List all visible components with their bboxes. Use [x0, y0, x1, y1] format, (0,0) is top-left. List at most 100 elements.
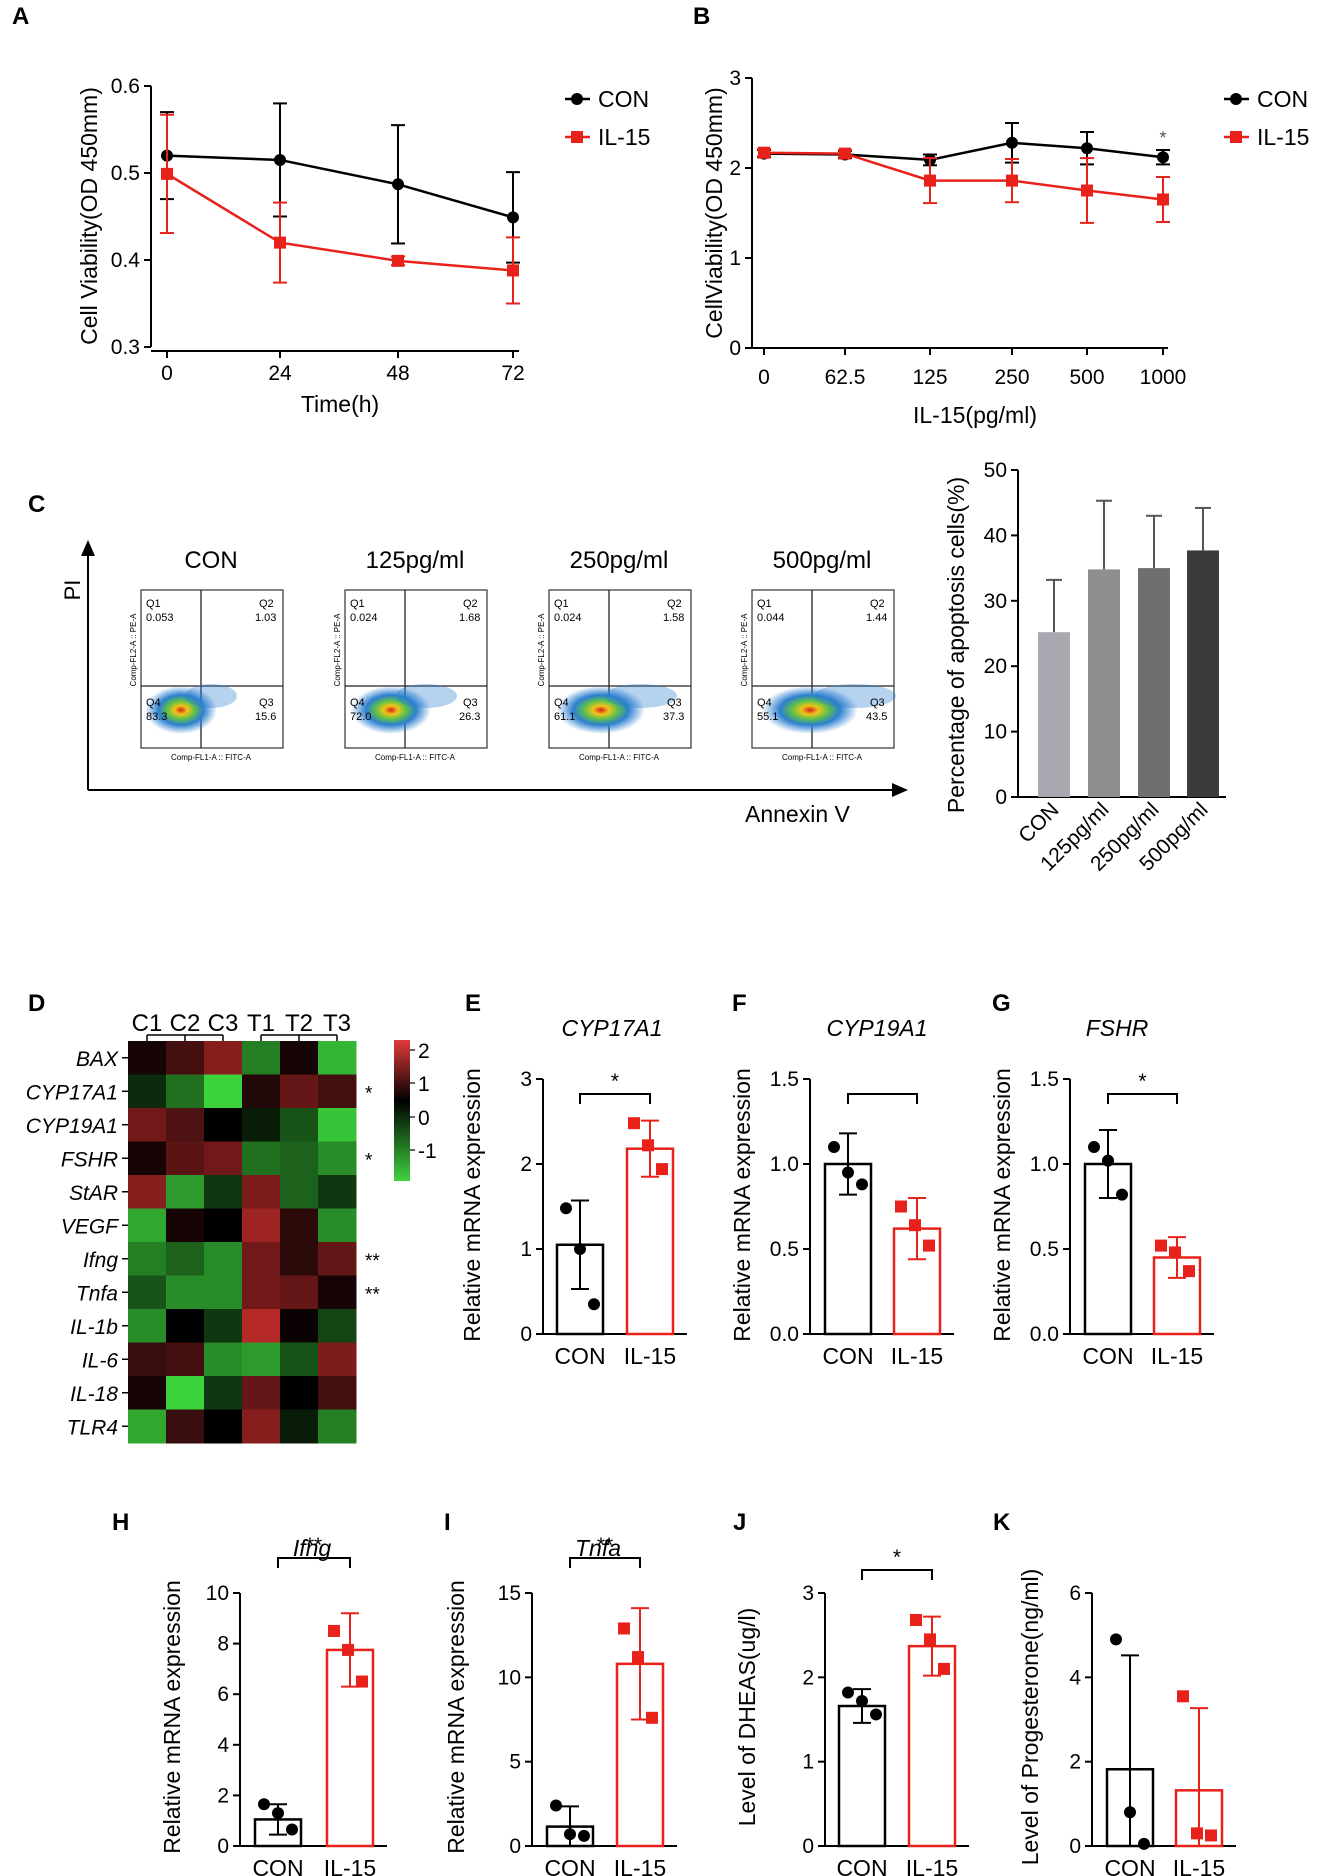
heatmap-cell — [204, 1074, 243, 1109]
chart-a-y-tick-label: 0.5 — [111, 162, 140, 185]
chart-f-y-tick-label: 0.0 — [770, 1323, 799, 1346]
chart-h-ifng-bars: Ifng Relative mRNA expression 0 2 4 6 8 10 CON IL… — [159, 1534, 387, 1876]
chart-g-point-con — [1102, 1154, 1114, 1167]
chart-j-point-con — [856, 1694, 868, 1707]
chart-h-y-tick-label: 0 — [217, 1835, 229, 1858]
chart-f-point-il15 — [923, 1239, 935, 1252]
panel-label-b: B — [693, 3, 710, 30]
chart-h-ylabel: Relative mRNA expression — [159, 1580, 185, 1854]
heatmap-cell — [204, 1275, 243, 1310]
heatmap-colorbar-label: 0 — [418, 1107, 430, 1130]
flow-y-axis-label: PI — [60, 580, 85, 601]
heatmap-row-label: BAX — [76, 1048, 119, 1071]
heatmap-cell — [318, 1309, 357, 1343]
heatmap-cell — [204, 1409, 243, 1444]
chart-c-ylabel: Percentage of apoptosis cells(%) — [943, 477, 969, 813]
chart-j-ylabel: Level of DHEAS(ug/l) — [734, 1608, 760, 1827]
chart-h-point-il15 — [328, 1624, 340, 1637]
chart-i-significance-label: ** — [597, 1534, 613, 1557]
flow-scatter-tail — [185, 684, 237, 708]
chart-c-y-tick-label: 40 — [984, 524, 1007, 547]
heatmap-row-label: IL-18 — [70, 1383, 118, 1406]
chart-e-x-tick-label: IL-15 — [624, 1343, 676, 1369]
flow-q3-label: Q3 — [259, 697, 274, 709]
heatmap-colorbar-label: -1 — [418, 1140, 437, 1163]
chart-k-progesterone-bars: Level of Progesterone(ng/ml) 0 2 4 6 CON IL-15 — [1017, 1569, 1236, 1876]
chart-i-y-tick-label: 15 — [498, 1582, 521, 1605]
heatmap-cell — [242, 1309, 281, 1343]
chart-e-y-tick-label: 2 — [520, 1153, 532, 1176]
chart-g-point-il15 — [1155, 1239, 1167, 1252]
chart-k-x-tick-label: IL-15 — [1173, 1855, 1225, 1876]
heatmap-cell — [204, 1208, 243, 1243]
heatmap-cell — [280, 1376, 319, 1410]
heatmap-cell — [280, 1041, 319, 1075]
chart-i-point-il15 — [646, 1711, 658, 1724]
heatmap-cell — [128, 1242, 167, 1276]
chart-a-legend: CON IL-15 — [565, 86, 650, 150]
chart-a-legend-con: CON — [598, 86, 649, 112]
chart-g-y-tick-label: 0.5 — [1030, 1238, 1059, 1261]
chart-h-x-tick-label: IL-15 — [324, 1855, 376, 1876]
heatmap-cell — [204, 1242, 243, 1276]
chart-c-y-tick-label: 30 — [984, 590, 1007, 613]
heatmap-cell — [166, 1175, 205, 1209]
chart-b-point-con — [1157, 151, 1169, 164]
heatmap-row-significance: ** — [365, 1284, 380, 1305]
chart-c-bar — [1138, 568, 1170, 797]
flow-scatter-tail — [395, 684, 457, 708]
heatmap-cell — [280, 1275, 319, 1310]
heatmap-cell — [204, 1141, 243, 1176]
chart-a-legend-il15: IL-15 — [598, 124, 650, 150]
chart-g-point-il15 — [1183, 1265, 1195, 1278]
chart-a-series-line — [166, 172, 514, 272]
flow-plot: 125pg/ml Q1 0.024 Q2 1.68 Q4 72.0 Q3 26.3 Comp-FL… — [333, 547, 488, 762]
heatmap-row-label: CYP17A1 — [26, 1081, 118, 1104]
flow-q1-value: 0.044 — [757, 612, 785, 624]
chart-i-significance-bracket — [569, 1557, 641, 1568]
flow-q4-value: 72.0 — [350, 711, 371, 723]
heatmap-cell — [128, 1074, 167, 1109]
panel-label-j: J — [733, 1509, 746, 1536]
chart-i-title: Tnfa — [575, 1535, 621, 1561]
heatmap-cell — [280, 1175, 319, 1209]
chart-b-y-tick-label: 0 — [729, 337, 741, 360]
heatmap-cell — [166, 1208, 205, 1243]
chart-h-y-tick-label: 4 — [217, 1734, 229, 1757]
panel-label-i: I — [444, 1509, 451, 1536]
heatmap-cell — [280, 1409, 319, 1444]
chart-a-point-il15 — [392, 254, 404, 267]
chart-j-y-tick-label: 1 — [802, 1751, 814, 1774]
chart-f-title: CYP19A1 — [826, 1015, 927, 1041]
heatmap-cell — [166, 1141, 205, 1176]
chart-d-heatmap: C1 C2 C3 T1 T2 T3 BAX CYP17A1 * CYP19A1 FSHR * StAR V… — [26, 1010, 437, 1444]
chart-j-x-tick-label: CON — [836, 1855, 887, 1876]
chart-e-significance-bracket — [579, 1093, 651, 1104]
chart-h-y-tick-label: 8 — [217, 1633, 229, 1656]
flow-q4-label: Q4 — [554, 697, 569, 709]
chart-j-dheas-bars: Level of DHEAS(ug/l) 0 1 2 3 CON IL-15 * — [734, 1546, 969, 1876]
heatmap-cell — [318, 1376, 357, 1410]
chart-c-y-tick-label: 50 — [984, 459, 1007, 482]
chart-f-point-con — [856, 1178, 868, 1191]
flow-scatter-tail — [814, 684, 896, 708]
chart-c-y-tick-label: 0 — [995, 786, 1007, 809]
flow-q3-value: 26.3 — [459, 711, 480, 723]
chart-j-bar-con — [837, 1704, 887, 1848]
chart-j-point-il15 — [924, 1633, 936, 1646]
chart-b-legend: CON IL-15 — [1224, 86, 1309, 150]
chart-b-y-tick-label: 1 — [729, 247, 741, 270]
heatmap-cell — [242, 1342, 281, 1377]
chart-b-point-il15 — [758, 146, 770, 159]
flow-q2-label: Q2 — [667, 598, 682, 610]
flow-q2-label: Q2 — [463, 598, 478, 610]
chart-k-point-il15 — [1205, 1829, 1217, 1842]
chart-b-significance-star: * — [1159, 128, 1166, 148]
chart-b-point-il15 — [839, 147, 851, 160]
chart-c-y-tick-label: 10 — [984, 721, 1007, 744]
chart-b-point-il15 — [1157, 193, 1169, 206]
flow-x-axis-label: Annexin V — [745, 801, 851, 827]
chart-b-line-dose: CellViability(OD 450mm) IL-15(pg/ml) CON… — [701, 67, 1309, 428]
chart-h-point-con — [272, 1807, 284, 1820]
